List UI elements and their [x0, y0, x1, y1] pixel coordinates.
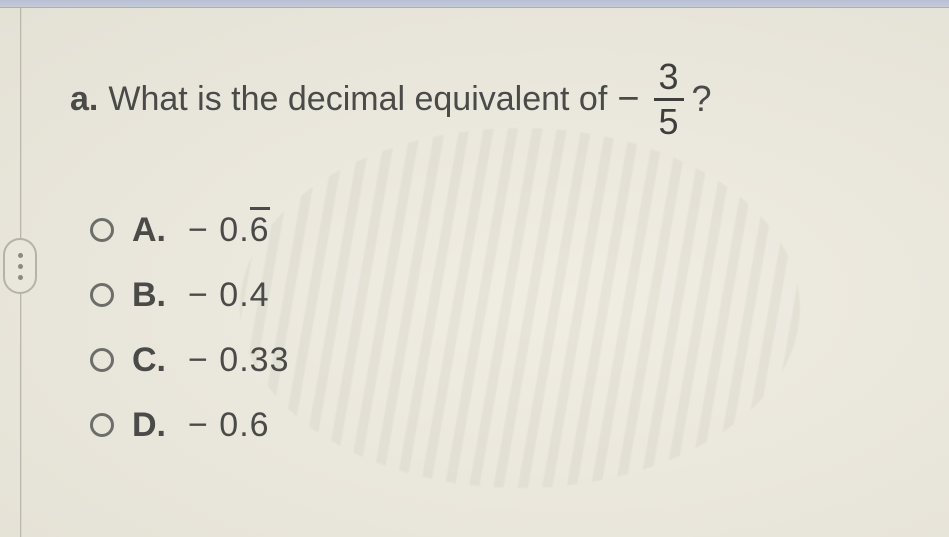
choice-d[interactable]: D. − 0.6	[90, 406, 899, 445]
value-prefix: − 0.6	[188, 406, 270, 444]
question-page: a. What is the decimal equivalent of − 3…	[0, 8, 949, 537]
choice-value: − 0.33	[188, 341, 289, 380]
question-mark: ?	[692, 78, 712, 120]
choice-letter: B.	[132, 276, 170, 315]
choice-a[interactable]: A. − 0.6	[90, 211, 899, 250]
expand-handle[interactable]	[3, 238, 37, 294]
part-letter: a.	[70, 80, 98, 119]
radio-icon[interactable]	[90, 348, 114, 372]
choice-value: − 0.6	[188, 211, 270, 250]
choice-value: − 0.6	[188, 406, 270, 445]
choice-value: − 0.4	[188, 276, 270, 315]
choice-c[interactable]: C. − 0.33	[90, 341, 899, 380]
choice-b[interactable]: B. − 0.4	[90, 276, 899, 315]
fraction: 3 5	[654, 58, 684, 141]
value-prefix: − 0.4	[188, 276, 270, 314]
dots-icon	[18, 275, 23, 280]
radio-icon[interactable]	[90, 218, 114, 242]
minus-sign: −	[617, 80, 639, 118]
choice-letter: A.	[132, 211, 170, 250]
choices-list: A. − 0.6 B. − 0.4 C. − 0.33 D. − 0.6	[90, 211, 899, 445]
repeating-digit: 6	[250, 211, 270, 250]
question-stem: a. What is the decimal equivalent of − 3…	[70, 58, 899, 141]
radio-icon[interactable]	[90, 413, 114, 437]
window-top-bar	[0, 0, 949, 8]
value-prefix: − 0.33	[188, 341, 289, 379]
prompt-text: What is the decimal equivalent of	[108, 80, 607, 119]
dots-icon	[18, 253, 23, 258]
radio-icon[interactable]	[90, 283, 114, 307]
value-prefix: − 0.	[188, 211, 250, 249]
fraction-numerator: 3	[658, 58, 678, 96]
fraction-denominator: 5	[658, 103, 678, 141]
choice-letter: C.	[132, 341, 170, 380]
dots-icon	[18, 264, 23, 269]
choice-letter: D.	[132, 406, 170, 445]
